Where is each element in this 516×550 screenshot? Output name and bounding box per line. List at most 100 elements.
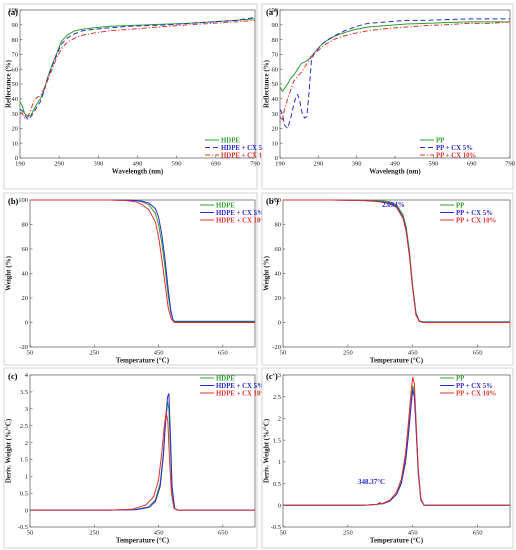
y-axis-label: Deriv. Weight (%/°C) xyxy=(263,418,271,483)
y-tick-label: 30 xyxy=(272,111,279,118)
y-tick-label: 0 xyxy=(278,320,281,327)
y-tick-label: 20 xyxy=(272,126,279,133)
y-tick-label: 90 xyxy=(272,22,279,29)
y-tick-label: -20 xyxy=(19,344,28,351)
x-tick-label: 250 xyxy=(343,530,353,537)
y-tick-label: 2.5 xyxy=(20,423,28,430)
panel-label: (c) xyxy=(8,371,18,381)
y-tick-label: 60 xyxy=(272,66,279,73)
y-tick-label: 40 xyxy=(22,271,29,278)
y-tick-label: 40 xyxy=(275,271,282,278)
legend-label: HDPE xyxy=(221,137,240,144)
x-tick-label: 450 xyxy=(154,350,164,357)
y-tick-label: -0.5 xyxy=(271,524,281,531)
y-tick-label: 60 xyxy=(12,66,19,73)
y-axis-label: Reflectance (%) xyxy=(263,59,271,108)
y-tick-label: 1 xyxy=(278,459,281,466)
x-tick-label: 50 xyxy=(27,350,34,357)
x-tick-label: 650 xyxy=(218,350,228,357)
y-tick-label: 0.5 xyxy=(20,490,28,497)
legend-label: HDPE + CX 5% xyxy=(216,210,264,217)
x-tick-label: 450 xyxy=(154,530,164,537)
legend-label: PP xyxy=(436,137,444,144)
y-tick-label: 100 xyxy=(268,7,278,14)
x-tick-label: 390 xyxy=(352,161,362,168)
chart-panel: 190 290 390 490 590 690 790 0 10 20 30 40 50 60 70 80 90… xyxy=(261,3,515,190)
series-line xyxy=(279,21,510,92)
y-axis-label: Weight (%) xyxy=(263,255,271,290)
chart-panel: 50 250 450 650 -20 0 20 40 60 80 100 Temperature (°… xyxy=(261,192,514,366)
y-axis-label: Deriv. Weight (%/°C) xyxy=(5,418,13,483)
legend-label: PP + CX 10% xyxy=(456,217,497,224)
y-tick-label: 1 xyxy=(25,474,28,481)
x-tick-label: 790 xyxy=(505,161,515,168)
y-tick-label: 50 xyxy=(12,81,19,88)
y-tick-label: -20 xyxy=(272,344,281,351)
y-tick-label: 3 xyxy=(25,406,28,413)
y-tick-label: 100 xyxy=(271,197,281,204)
y-tick-label: 1.5 xyxy=(20,457,28,464)
x-tick-label: 490 xyxy=(133,161,143,168)
series-line xyxy=(19,18,256,118)
annotation-label: 2.034% xyxy=(382,201,405,209)
x-tick-label: 790 xyxy=(250,161,260,168)
y-tick-label: 60 xyxy=(275,246,282,253)
x-tick-label: 50 xyxy=(27,530,34,537)
y-tick-label: 2 xyxy=(278,416,281,423)
x-tick-label: 450 xyxy=(408,530,418,537)
series-line xyxy=(283,199,510,323)
x-tick-label: 190 xyxy=(15,161,25,168)
legend-label: PP + CX 5% xyxy=(456,383,493,390)
x-tick-label: 290 xyxy=(313,161,323,168)
y-tick-label: 80 xyxy=(12,37,19,44)
x-axis-label: Temperature (°C) xyxy=(370,357,424,365)
x-tick-label: 450 xyxy=(408,350,418,357)
legend-label: PP + CX 10% xyxy=(456,390,497,397)
panel-frame xyxy=(3,367,258,549)
x-tick-label: 590 xyxy=(428,161,438,168)
x-tick-label: 490 xyxy=(390,161,400,168)
y-tick-label: 40 xyxy=(272,96,279,103)
y-tick-label: 100 xyxy=(18,197,28,204)
y-tick-label: 4 xyxy=(25,372,29,379)
panel-label: (b) xyxy=(8,196,19,206)
x-tick-label: 590 xyxy=(172,161,182,168)
y-tick-label: 2 xyxy=(25,440,28,447)
x-tick-label: 690 xyxy=(467,161,477,168)
x-tick-label: 250 xyxy=(343,350,353,357)
legend-label: PP xyxy=(456,375,464,382)
x-tick-label: 650 xyxy=(218,530,228,537)
y-tick-label: 3.5 xyxy=(20,389,28,396)
panel-label: (c') xyxy=(266,371,278,381)
x-tick-label: 50 xyxy=(280,350,287,357)
x-tick-label: 250 xyxy=(89,350,99,357)
y-tick-label: 40 xyxy=(12,96,19,103)
y-tick-label: -0.5 xyxy=(18,524,28,531)
legend-label: PP + CX 10% xyxy=(436,152,477,159)
x-axis-label: Temperature (°C) xyxy=(116,537,170,545)
y-tick-label: 0.5 xyxy=(273,481,281,488)
y-tick-label: 10 xyxy=(12,140,19,147)
x-axis-label: Wavelength (nm) xyxy=(112,168,164,176)
y-tick-label: 0 xyxy=(278,502,281,509)
chart-panel: 50 250 450 650 -0.5 0 0.5 1 1.5 2 2.5 3 Temperature … xyxy=(261,367,514,549)
legend-label: HDPE xyxy=(216,202,235,209)
x-tick-label: 250 xyxy=(89,530,99,537)
x-tick-label: 690 xyxy=(211,161,221,168)
y-tick-label: 0 xyxy=(25,507,28,514)
legend-label: PP xyxy=(456,202,464,209)
chart-panel: 50 250 450 650 -0.5 0 0.5 1 1.5 2 2.5 3 3.5 4 Temperat… xyxy=(3,367,267,549)
y-tick-label: 60 xyxy=(22,246,29,253)
panel-label: (a) xyxy=(8,7,18,17)
y-tick-label: 70 xyxy=(12,52,19,59)
y-tick-label: 100 xyxy=(8,7,18,14)
panel-label: (a') xyxy=(266,7,278,17)
y-axis-label: Weight (%) xyxy=(5,255,13,290)
legend-label: PP + CX 5% xyxy=(436,145,473,152)
legend-label: HDPE + CX 10% xyxy=(216,217,267,224)
y-tick-label: 2.5 xyxy=(273,394,281,401)
